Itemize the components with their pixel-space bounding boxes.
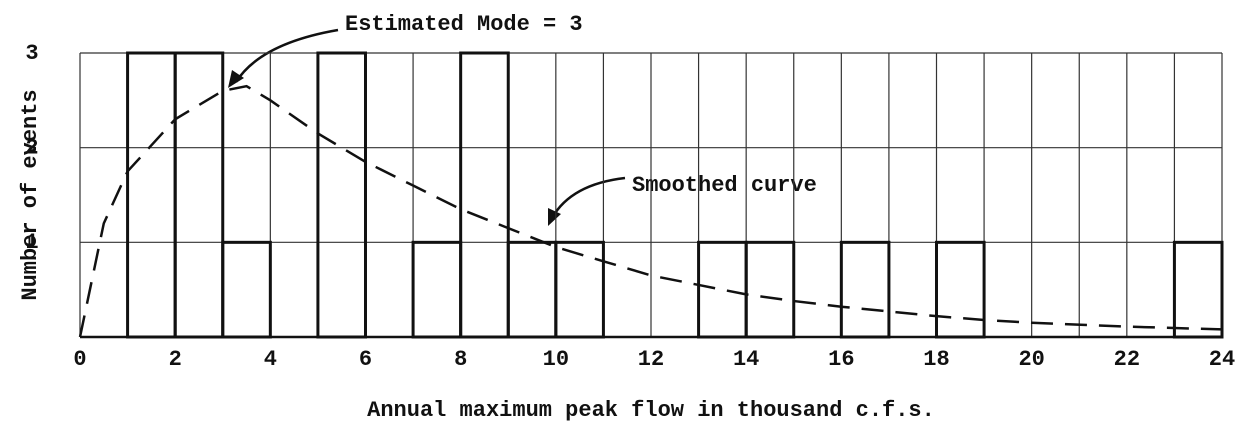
x-tick-label: 6 (359, 347, 372, 372)
x-tick-label: 10 (543, 347, 569, 372)
arrow (234, 28, 339, 83)
annotation: Estimated Mode = 3 (345, 12, 583, 37)
x-tick-label: 24 (1209, 347, 1235, 372)
bar (506, 240, 558, 339)
bar (221, 240, 272, 339)
arrowhead (548, 208, 561, 226)
arrowhead (228, 70, 244, 88)
bar (126, 51, 177, 339)
bar (1172, 240, 1224, 339)
y-tick-label: 2 (25, 135, 38, 160)
bar (744, 240, 796, 339)
x-tick-label: 18 (923, 347, 949, 372)
bar (554, 240, 605, 339)
x-tick-label: 20 (1018, 347, 1044, 372)
bar (935, 240, 986, 339)
bar (697, 240, 748, 339)
x-tick-label: 14 (733, 347, 759, 372)
bar (173, 51, 225, 339)
bar (411, 240, 463, 339)
x-tick-label: 0 (73, 347, 86, 372)
x-tick-label: 4 (264, 347, 277, 372)
x-tick-label: 12 (638, 347, 664, 372)
x-tick-label: 16 (828, 347, 854, 372)
y-axis-label: Number of events (18, 89, 43, 300)
y-tick-label: 3 (25, 41, 38, 66)
smoothed-curve (78, 84, 1223, 338)
x-tick-label: 22 (1114, 347, 1140, 372)
y-tick-label: 1 (25, 230, 38, 255)
x-tick-label: 8 (454, 347, 467, 372)
bar (459, 51, 510, 339)
x-axis-label: Annual maximum peak flow in thousand c.f… (367, 398, 935, 423)
bar (839, 240, 891, 339)
bar (316, 51, 367, 339)
arrow (550, 176, 626, 219)
x-tick-label: 2 (169, 347, 182, 372)
annotation: Smoothed curve (632, 173, 817, 198)
